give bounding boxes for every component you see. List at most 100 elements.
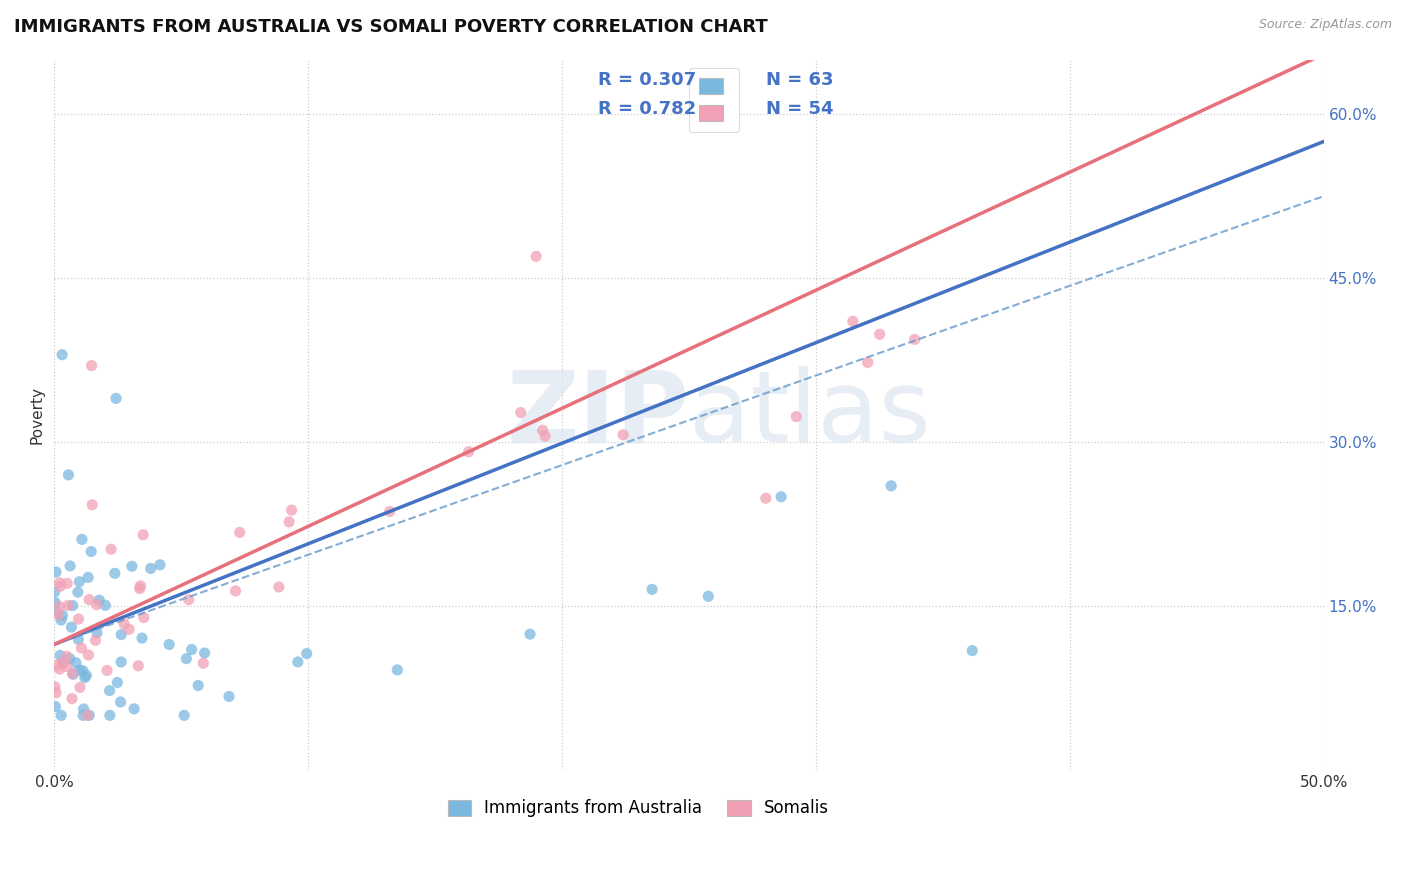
Point: [132, 610, 155, 624]
Point: [224, 584, 246, 599]
Point: [110, 627, 132, 641]
Point: [869, 327, 891, 342]
Point: [51, 348, 73, 362]
Point: [60, 620, 83, 634]
Point: [697, 589, 720, 603]
Point: [139, 561, 162, 575]
Point: [75, 668, 97, 682]
Point: [132, 528, 155, 542]
Point: [110, 655, 132, 669]
Point: [278, 515, 301, 529]
Point: [72, 702, 94, 716]
Point: [62, 666, 84, 681]
Text: ZIP: ZIP: [506, 367, 689, 463]
Text: N = 54: N = 54: [766, 100, 834, 118]
Point: [80, 359, 103, 373]
Text: Source: ZipAtlas.com: Source: ZipAtlas.com: [1258, 18, 1392, 31]
Point: [785, 409, 807, 424]
Point: [129, 579, 152, 593]
Y-axis label: Poverty: Poverty: [30, 386, 44, 444]
Point: [122, 702, 145, 716]
Point: [149, 558, 172, 572]
Point: [56, 576, 79, 591]
Point: [96, 664, 118, 678]
Point: [45, 604, 67, 618]
Point: [457, 444, 479, 458]
Point: [80, 544, 103, 558]
Point: [612, 427, 634, 442]
Point: [65, 656, 87, 670]
Point: [77, 592, 100, 607]
Point: [267, 580, 290, 594]
Point: [45, 658, 67, 673]
Point: [180, 642, 202, 657]
Point: [173, 708, 195, 723]
Point: [218, 690, 240, 704]
Point: [89, 593, 111, 607]
Point: [295, 647, 318, 661]
Point: [755, 491, 778, 506]
Point: [84, 633, 107, 648]
Point: [72, 664, 94, 678]
Point: [82, 498, 104, 512]
Point: [52, 656, 75, 670]
Point: [194, 646, 217, 660]
Point: [176, 651, 198, 665]
Point: [187, 678, 209, 692]
Point: [524, 249, 547, 263]
Point: [58, 467, 80, 482]
Point: [45, 565, 67, 579]
Text: atlas: atlas: [689, 367, 931, 463]
Point: [842, 314, 865, 328]
Point: [105, 392, 128, 406]
Point: [121, 559, 143, 574]
Point: [77, 648, 100, 662]
Point: [157, 638, 180, 652]
Point: [519, 627, 541, 641]
Point: [387, 663, 409, 677]
Point: [44, 585, 66, 599]
Point: [641, 582, 664, 597]
Point: [770, 490, 793, 504]
Point: [69, 663, 91, 677]
Point: [73, 671, 96, 685]
Point: [70, 640, 93, 655]
Point: [69, 681, 91, 695]
Point: [193, 657, 215, 671]
Point: [509, 406, 531, 420]
Point: [51, 708, 73, 723]
Point: [880, 479, 903, 493]
Point: [98, 708, 121, 723]
Point: [98, 683, 121, 698]
Point: [56, 599, 79, 613]
Point: [76, 708, 98, 723]
Point: [904, 332, 927, 346]
Point: [100, 542, 122, 557]
Point: [287, 655, 309, 669]
Point: [105, 675, 128, 690]
Point: [48, 575, 70, 590]
Point: [72, 708, 94, 723]
Point: [77, 570, 100, 584]
Point: [48, 607, 70, 622]
Point: [67, 612, 90, 626]
Point: [67, 574, 90, 589]
Point: [534, 429, 557, 443]
Point: [44, 596, 66, 610]
Point: [110, 695, 132, 709]
Point: [62, 667, 84, 681]
Point: [531, 423, 554, 437]
Point: [55, 649, 77, 664]
Point: [49, 613, 72, 627]
Point: [67, 632, 90, 647]
Point: [60, 691, 83, 706]
Point: [104, 566, 127, 581]
Point: [128, 582, 150, 596]
Point: [66, 585, 89, 599]
Point: [51, 656, 73, 670]
Point: [131, 631, 153, 645]
Point: [48, 662, 70, 676]
Point: [59, 558, 82, 573]
Point: [45, 686, 67, 700]
Point: [62, 599, 84, 613]
